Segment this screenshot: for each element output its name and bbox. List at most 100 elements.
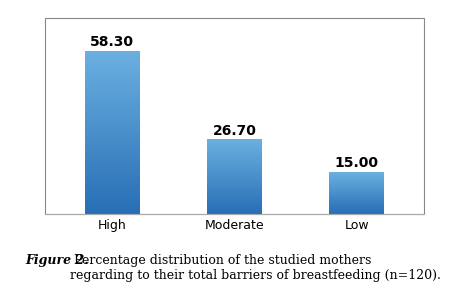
Bar: [207, 197, 262, 198]
Bar: [85, 198, 140, 199]
Bar: [207, 200, 262, 201]
Bar: [85, 132, 140, 133]
Bar: [85, 76, 140, 77]
Bar: [85, 149, 140, 150]
Bar: [85, 175, 140, 176]
Bar: [85, 64, 140, 65]
Bar: [85, 190, 140, 191]
Bar: [85, 210, 140, 211]
Bar: [85, 125, 140, 126]
Bar: [207, 162, 262, 163]
Bar: [207, 174, 262, 175]
Bar: [85, 189, 140, 190]
Bar: [85, 178, 140, 179]
Bar: [85, 133, 140, 134]
Bar: [207, 163, 262, 164]
Bar: [85, 169, 140, 170]
Bar: [207, 158, 262, 159]
Bar: [207, 159, 262, 160]
Bar: [207, 184, 262, 185]
Bar: [207, 144, 262, 145]
Bar: [85, 208, 140, 209]
Text: 58.30: 58.30: [90, 35, 134, 49]
Bar: [207, 204, 262, 205]
Bar: [85, 151, 140, 152]
Bar: [85, 202, 140, 203]
Bar: [85, 135, 140, 136]
Bar: [85, 144, 140, 145]
Bar: [85, 110, 140, 111]
Bar: [85, 71, 140, 72]
Bar: [207, 150, 262, 151]
Bar: [85, 152, 140, 153]
Bar: [85, 67, 140, 68]
Bar: [85, 193, 140, 194]
Bar: [207, 141, 262, 142]
Bar: [85, 176, 140, 177]
Bar: [85, 55, 140, 56]
Bar: [207, 190, 262, 191]
Bar: [85, 84, 140, 85]
Bar: [207, 207, 262, 208]
Bar: [45, 18, 424, 214]
Bar: [85, 130, 140, 131]
Bar: [85, 141, 140, 142]
Bar: [85, 171, 140, 172]
Bar: [85, 159, 140, 160]
Bar: [85, 177, 140, 178]
Bar: [85, 78, 140, 79]
Bar: [85, 51, 140, 52]
Bar: [85, 122, 140, 123]
Bar: [207, 149, 262, 150]
Bar: [85, 60, 140, 61]
Bar: [85, 146, 140, 147]
Bar: [85, 185, 140, 186]
Bar: [207, 186, 262, 187]
Bar: [85, 70, 140, 71]
Bar: [85, 54, 140, 55]
Bar: [85, 101, 140, 102]
Bar: [207, 169, 262, 170]
Bar: [85, 75, 140, 76]
Bar: [85, 158, 140, 159]
Bar: [85, 88, 140, 89]
Bar: [207, 205, 262, 206]
Bar: [85, 140, 140, 141]
Bar: [85, 93, 140, 94]
Bar: [85, 156, 140, 157]
Bar: [207, 191, 262, 192]
Bar: [85, 56, 140, 57]
Bar: [85, 170, 140, 171]
Bar: [85, 153, 140, 154]
Bar: [85, 163, 140, 164]
Bar: [85, 180, 140, 181]
Bar: [85, 148, 140, 149]
Bar: [85, 204, 140, 205]
Bar: [207, 188, 262, 189]
Bar: [85, 50, 140, 51]
Bar: [207, 213, 262, 214]
Bar: [207, 202, 262, 203]
Bar: [207, 139, 262, 140]
Bar: [85, 127, 140, 128]
Bar: [85, 73, 140, 74]
Bar: [85, 194, 140, 195]
Bar: [85, 154, 140, 155]
Bar: [85, 106, 140, 107]
Bar: [85, 107, 140, 108]
Bar: [85, 53, 140, 54]
Bar: [207, 212, 262, 213]
Bar: [85, 147, 140, 148]
Bar: [207, 165, 262, 166]
Bar: [207, 148, 262, 149]
Bar: [85, 92, 140, 93]
Bar: [85, 98, 140, 99]
Bar: [85, 86, 140, 87]
Bar: [85, 68, 140, 69]
Bar: [207, 195, 262, 196]
Bar: [85, 62, 140, 63]
Bar: [85, 52, 140, 53]
Bar: [85, 173, 140, 174]
Bar: [85, 195, 140, 196]
Bar: [207, 166, 262, 167]
